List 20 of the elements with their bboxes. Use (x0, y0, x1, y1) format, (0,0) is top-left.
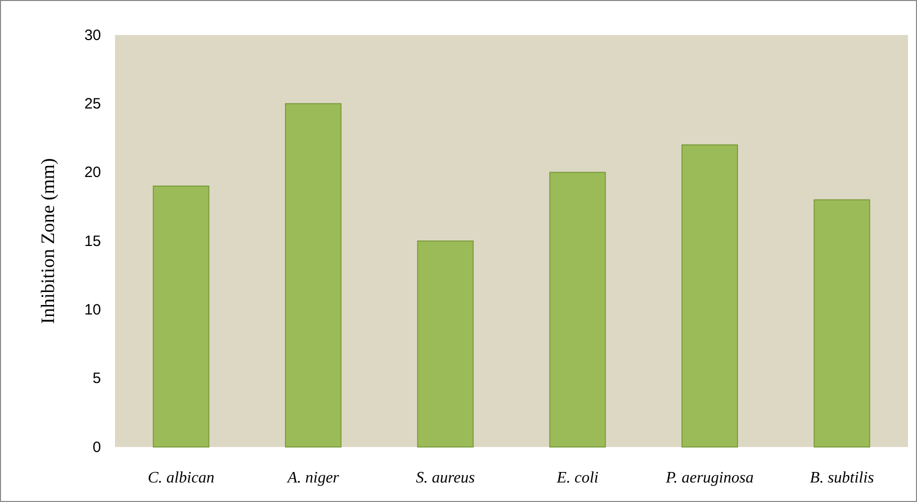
y-tick-label: 20 (84, 164, 101, 182)
y-tick-label: 25 (84, 95, 101, 112)
bar (152, 186, 210, 448)
x-tick-label: S. aureus (416, 469, 475, 486)
y-tick-label: 30 (84, 26, 101, 44)
bar (417, 240, 474, 448)
y-axis-title: Inhibition Zone (mm) (38, 158, 59, 324)
x-tick-label: E. coli (556, 469, 598, 486)
bar (681, 144, 738, 448)
bar (284, 103, 342, 448)
y-tick-label: 15 (84, 232, 101, 250)
x-tick-label: P. aeruginosa (664, 469, 754, 486)
y-tick-label: 0 (92, 438, 101, 456)
x-tick-label: B. subtilis (810, 469, 874, 486)
x-tick-label: C. albican (148, 469, 214, 486)
y-tick-label: 10 (84, 301, 101, 318)
y-tick-label: 5 (92, 370, 101, 388)
bar (814, 199, 870, 448)
x-tick-label: A. niger (286, 469, 340, 486)
bar (549, 172, 606, 448)
